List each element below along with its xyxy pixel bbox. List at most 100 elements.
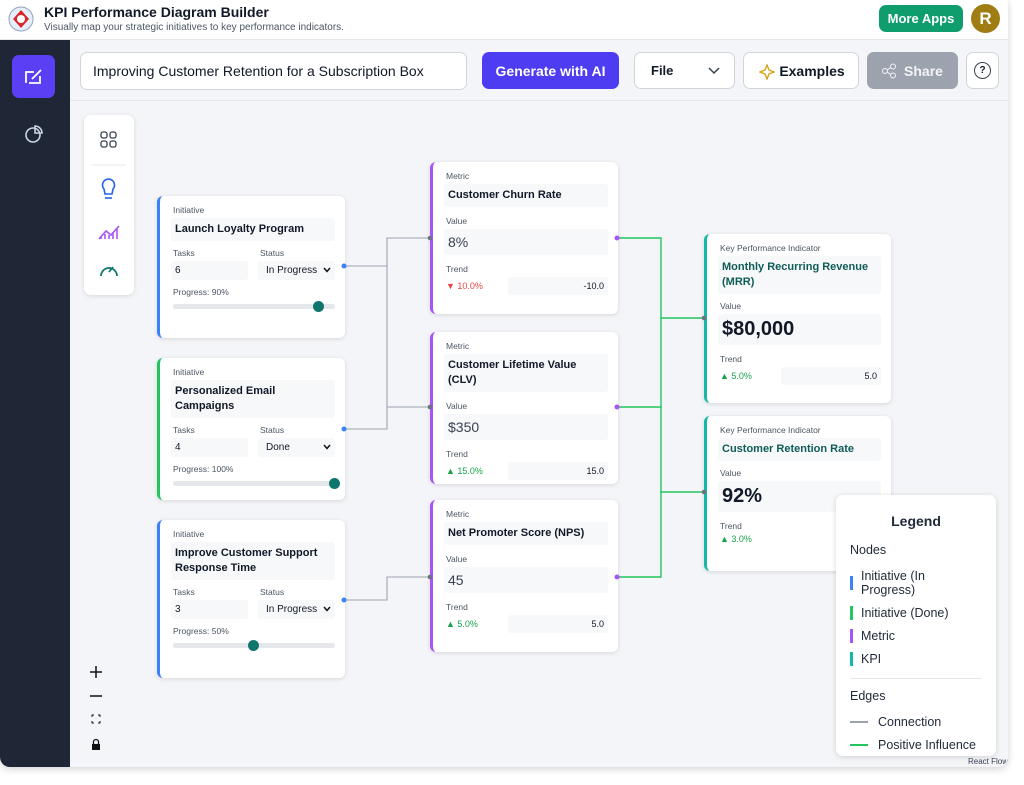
avatar[interactable]: R <box>971 4 1000 33</box>
node-type: Metric <box>446 341 470 351</box>
app-title: KPI Performance Diagram Builder <box>44 4 269 20</box>
legend-item: Metric <box>850 629 982 643</box>
node-type: Initiative <box>173 367 205 377</box>
node-title: Customer Retention Rate <box>718 438 881 461</box>
progress-handle[interactable] <box>312 301 324 312</box>
status-select[interactable]: In Progress <box>258 261 335 280</box>
node-value: 45 <box>444 567 608 593</box>
trend-row: ▼ 10.0% -10.0 <box>444 277 608 295</box>
progress-track <box>173 301 335 312</box>
influence-edge <box>660 407 704 493</box>
legend-swatch <box>850 606 853 620</box>
app-subtitle: Visually map your strategic initiatives … <box>44 22 344 33</box>
legend-swatch <box>850 629 853 643</box>
influence-edge <box>617 237 704 319</box>
layout-icon[interactable] <box>100 131 117 148</box>
change-value: 5.0 <box>781 367 881 385</box>
logo <box>8 6 34 32</box>
help-label: ? <box>974 62 991 79</box>
attribution[interactable]: React Flow <box>968 757 1008 766</box>
examples-button[interactable]: Examples <box>743 52 859 89</box>
field-label: Trend <box>720 354 742 364</box>
field-label: Tasks <box>173 248 195 258</box>
legend: Legend Nodes Initiative (In Progress) Ini… <box>836 495 996 756</box>
progress-handle[interactable] <box>329 478 340 489</box>
app: KPI Performance Diagram Builder Visually… <box>0 0 1008 767</box>
fields: Tasks 4 Status Done <box>171 425 335 464</box>
header: KPI Performance Diagram Builder Visually… <box>0 0 1008 40</box>
connection-edge <box>344 407 388 430</box>
trend-row: ▲ 15.0% 15.0 <box>444 462 608 480</box>
status-select[interactable]: Done <box>258 438 335 457</box>
share-button[interactable]: Share <box>867 52 958 89</box>
trend-row: ▲ 3.0% <box>718 534 881 544</box>
fields: Tasks 3 Status In Progress <box>171 587 335 626</box>
field-label: Trend <box>446 264 468 274</box>
change-value: -10.0 <box>508 277 608 295</box>
legend-nodes: Initiative (In Progress) Initiative (Done… <box>850 569 982 666</box>
connection-edge <box>344 237 430 267</box>
metric-node[interactable]: Metric Net Promoter Score (NPS) Value 45 Tre… <box>430 500 618 652</box>
generate-button[interactable]: Generate with AI <box>482 52 619 89</box>
legend-label: Initiative (In Progress) <box>860 569 925 597</box>
trend-row: ▲ 5.0% 5.0 <box>718 367 881 385</box>
node-value: $80,000 <box>718 314 881 345</box>
node-type: Initiative <box>173 205 205 215</box>
initiative-icon[interactable] <box>101 178 116 199</box>
change-value: 5.0 <box>508 615 608 633</box>
field-label: Tasks <box>173 425 195 435</box>
legend-item: KPI <box>850 652 982 666</box>
more-apps-button[interactable]: More Apps <box>879 5 963 32</box>
connection-edge <box>344 576 430 601</box>
node-type: Key Performance Indicator <box>720 243 821 253</box>
sidebar <box>0 40 70 767</box>
file-dropdown[interactable]: File <box>634 52 735 89</box>
field-label: Trend <box>446 449 468 459</box>
status-field: Status In Progress <box>258 248 335 287</box>
kpi-node[interactable]: Key Performance Indicator Monthly Recurri… <box>704 234 891 403</box>
field-label: Tasks <box>173 587 195 597</box>
field-label: Status <box>260 425 285 435</box>
field-label: Value <box>446 401 468 411</box>
progress-label: Progress: 100% <box>173 464 234 474</box>
metric-node[interactable]: Metric Customer Churn Rate Value 8% Trend ▼ 1… <box>430 162 618 314</box>
lock[interactable] <box>92 738 100 751</box>
share-label: Share <box>904 62 943 79</box>
help-button[interactable]: ? <box>966 52 999 89</box>
trend-row: ▲ 5.0% 5.0 <box>444 615 608 633</box>
tasks-field: Tasks 4 <box>171 425 248 464</box>
node-title: Improve Customer Support Response Time <box>171 542 335 580</box>
status-value: In Progress <box>266 265 318 276</box>
tasks-field: Tasks 6 <box>171 248 248 287</box>
node-type: Metric <box>446 509 470 519</box>
initiative-node[interactable]: Initiative Improve Customer Support Respo… <box>157 520 345 678</box>
tasks-field: Tasks 3 <box>171 587 248 626</box>
trend: ▼ 10.0% <box>446 281 483 291</box>
status-field: Status Done <box>258 425 335 464</box>
kpi-icon[interactable] <box>100 266 118 277</box>
initiative-node[interactable]: Initiative Launch Loyalty Program Tasks 6 St… <box>157 196 345 338</box>
field-label: Value <box>446 216 468 226</box>
prompt-input[interactable]: Improving Customer Retention for a Subsc… <box>80 52 467 90</box>
progress-handle[interactable] <box>248 640 259 651</box>
legend-item: Connection <box>850 715 982 729</box>
zoom-in[interactable] <box>90 666 102 678</box>
progress-track <box>173 478 340 489</box>
legend-label: Connection <box>878 715 942 729</box>
status-value: In Progress <box>266 604 318 615</box>
metric-node[interactable]: Metric Customer Lifetime Value (CLV) Value… <box>430 332 618 484</box>
chart-nav[interactable] <box>23 123 45 145</box>
edit-nav[interactable] <box>12 55 55 98</box>
node-title: Customer Churn Rate <box>444 184 608 207</box>
node-type: Key Performance Indicator <box>720 425 821 435</box>
influence-edge <box>617 492 662 578</box>
initiative-node[interactable]: Initiative Personalized Email Campaigns Ta… <box>157 358 345 500</box>
change-value: 15.0 <box>508 462 608 480</box>
fields: Tasks 6 Status In Progress <box>171 248 335 287</box>
examples-label: Examples <box>779 62 845 79</box>
legend-item: Initiative (Done) <box>850 606 982 620</box>
status-select[interactable]: In Progress <box>258 600 335 619</box>
fit-view[interactable] <box>91 714 101 724</box>
metric-icon[interactable] <box>98 225 120 240</box>
legend-item: Positive Influence <box>850 738 982 752</box>
